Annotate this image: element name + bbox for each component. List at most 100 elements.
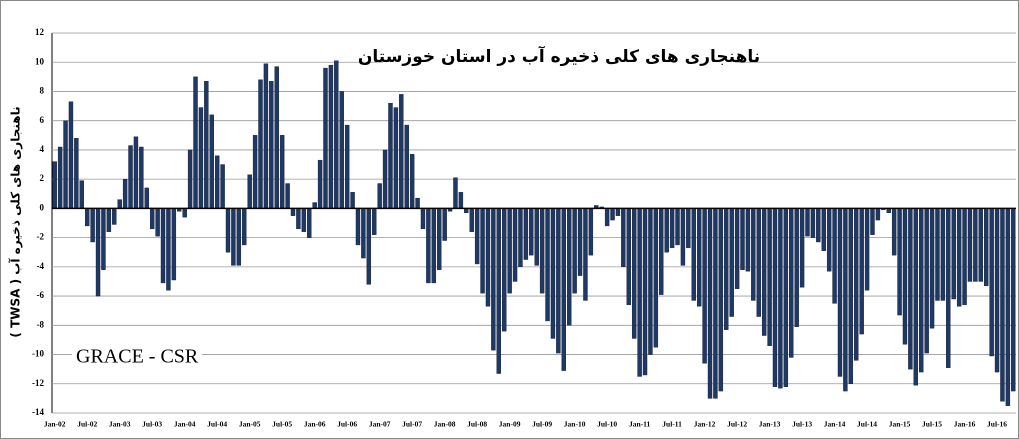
bar bbox=[474, 208, 480, 265]
bar bbox=[160, 208, 166, 284]
bar bbox=[518, 208, 523, 268]
bar bbox=[648, 208, 653, 355]
bar bbox=[344, 124, 350, 209]
y-tick-label: -12 bbox=[32, 378, 44, 388]
bar bbox=[128, 145, 133, 209]
bar bbox=[171, 208, 177, 281]
bar bbox=[393, 107, 399, 209]
annotation-box bbox=[72, 343, 202, 373]
bar bbox=[485, 208, 491, 307]
bar bbox=[534, 208, 539, 266]
bar bbox=[686, 208, 691, 249]
bar bbox=[214, 155, 220, 209]
x-tick-label: Jul-09 bbox=[532, 420, 552, 429]
x-tick-label: Jul-07 bbox=[402, 420, 422, 429]
bar bbox=[870, 208, 875, 235]
bar bbox=[328, 64, 334, 209]
bar bbox=[897, 208, 902, 316]
x-tick-label: Jan-13 bbox=[759, 420, 781, 429]
bar bbox=[864, 208, 870, 291]
y-tick-label: -8 bbox=[37, 319, 45, 329]
bar bbox=[431, 208, 437, 284]
bar bbox=[653, 208, 659, 348]
bar bbox=[491, 208, 496, 351]
title-box bbox=[383, 42, 735, 72]
y-tick-label: -10 bbox=[32, 349, 44, 359]
bar bbox=[339, 91, 344, 209]
x-tick-label: Jul-04 bbox=[207, 420, 227, 429]
x-tick-label: Jul-06 bbox=[337, 420, 357, 429]
bar bbox=[155, 208, 160, 237]
bar bbox=[355, 208, 361, 246]
bar bbox=[664, 208, 669, 253]
bar bbox=[502, 208, 507, 332]
bar bbox=[913, 208, 919, 386]
x-tick-label: Jul-08 bbox=[467, 420, 487, 429]
bar bbox=[149, 208, 155, 230]
bar bbox=[74, 138, 79, 209]
bar bbox=[978, 208, 984, 282]
bar bbox=[166, 208, 171, 291]
bar bbox=[258, 79, 263, 209]
bar bbox=[680, 208, 686, 266]
bar bbox=[740, 208, 745, 270]
bar bbox=[751, 208, 756, 301]
bar bbox=[946, 208, 951, 368]
bar bbox=[68, 101, 74, 209]
bar bbox=[404, 124, 409, 209]
y-tick-label: 4 bbox=[40, 144, 45, 154]
bar bbox=[350, 192, 355, 209]
bar bbox=[182, 208, 187, 218]
x-tick-label: Jul-12 bbox=[727, 420, 747, 429]
bar bbox=[669, 208, 675, 249]
bar bbox=[615, 208, 621, 216]
bars bbox=[52, 60, 1016, 406]
bar bbox=[566, 208, 572, 326]
bar bbox=[854, 208, 859, 361]
bar bbox=[545, 208, 550, 322]
bar bbox=[924, 208, 929, 354]
bar bbox=[312, 202, 317, 209]
bar bbox=[951, 208, 956, 300]
bar bbox=[962, 208, 967, 306]
y-tick-label: -14 bbox=[32, 407, 44, 417]
bar bbox=[529, 208, 534, 256]
x-tick-label: Jan-04 bbox=[174, 420, 196, 429]
bar bbox=[610, 208, 615, 221]
bar bbox=[929, 208, 935, 329]
bar bbox=[285, 183, 290, 209]
bar bbox=[707, 208, 713, 399]
bar bbox=[301, 208, 307, 232]
x-tick-label: Jan-10 bbox=[564, 420, 586, 429]
bar bbox=[193, 76, 198, 209]
bar bbox=[550, 208, 556, 339]
bar bbox=[220, 164, 225, 209]
bar bbox=[940, 208, 946, 301]
x-tick-label: Jan-08 bbox=[434, 420, 456, 429]
bar bbox=[453, 177, 458, 209]
bar bbox=[247, 174, 252, 209]
y-tick-label: -6 bbox=[37, 290, 45, 300]
bar bbox=[956, 208, 962, 307]
bar bbox=[274, 66, 279, 209]
x-tick-label: Jul-03 bbox=[142, 420, 162, 429]
bar bbox=[891, 208, 897, 256]
bar bbox=[225, 208, 231, 253]
bar bbox=[799, 208, 805, 288]
bar bbox=[187, 149, 193, 209]
y-axis-label: ناهنجاری های کلی ذخیره آب ( TWSA ) bbox=[8, 106, 23, 337]
bar bbox=[409, 154, 415, 209]
bar bbox=[198, 107, 204, 209]
bar bbox=[279, 135, 285, 209]
bar bbox=[122, 178, 128, 209]
bar bbox=[512, 208, 518, 282]
y-tick-label: 2 bbox=[40, 173, 45, 183]
bar bbox=[420, 208, 426, 230]
y-tick-label: -4 bbox=[37, 261, 45, 271]
bar bbox=[496, 208, 502, 374]
bar bbox=[63, 120, 68, 209]
bar bbox=[269, 81, 274, 209]
bar bbox=[442, 208, 447, 241]
bar bbox=[209, 114, 214, 209]
bar bbox=[507, 208, 512, 294]
